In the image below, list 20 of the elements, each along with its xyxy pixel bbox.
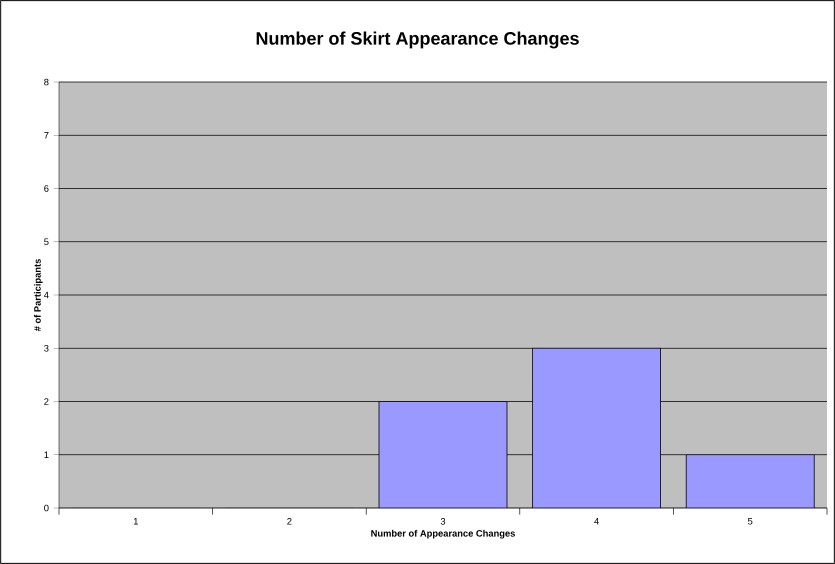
x-tick-label: 3 <box>440 518 446 525</box>
y-axis-title: # of Participants <box>34 259 43 332</box>
x-tick-label: 2 <box>287 518 292 525</box>
y-tick-label: 7 <box>44 132 48 138</box>
y-tick-label: 5 <box>44 238 49 245</box>
y-tick-label: 1 <box>44 452 48 458</box>
bar <box>378 401 508 508</box>
bar <box>532 348 662 508</box>
y-tick-label: 8 <box>44 78 49 86</box>
y-tick-label: 6 <box>44 185 49 192</box>
chart-title: Number of Skirt Appearance Changes <box>256 32 579 48</box>
x-tick-label: 5 <box>748 518 752 525</box>
y-tick-label: 2 <box>44 398 48 405</box>
x-tick-label: 4 <box>594 518 599 524</box>
y-tick-label: 0 <box>44 504 49 512</box>
x-tick-label: 1 <box>134 518 138 524</box>
y-tick-label: 3 <box>44 344 49 352</box>
x-axis-title: Number of Appearance Changes <box>371 530 515 539</box>
bar <box>686 454 815 508</box>
y-tick-label: 4 <box>44 292 49 298</box>
